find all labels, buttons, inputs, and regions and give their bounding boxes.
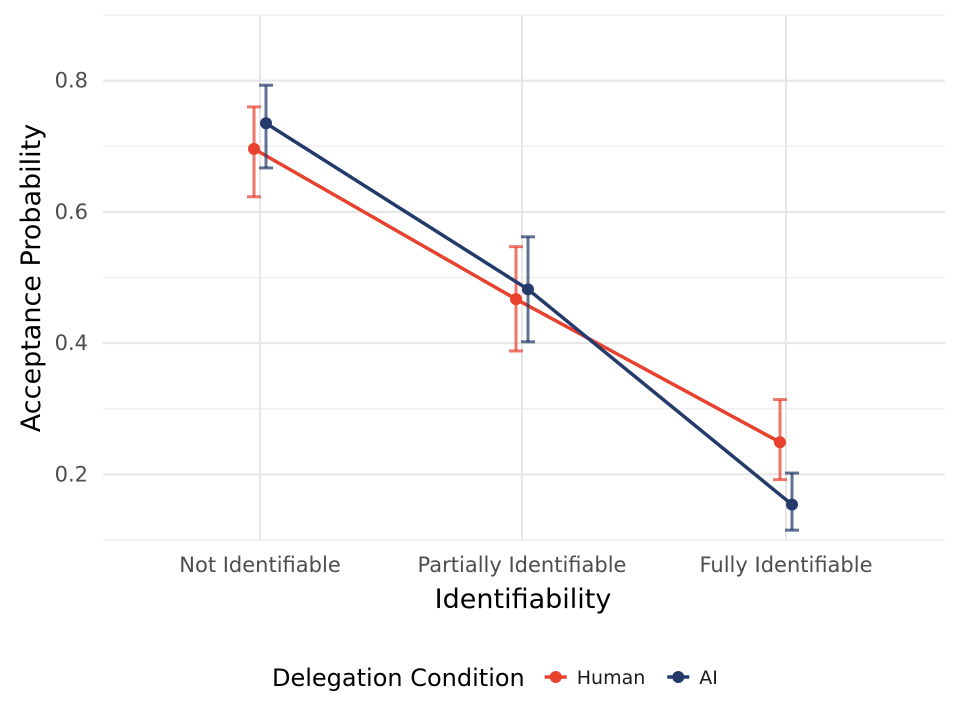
y-tick-label: 0.2 (55, 462, 88, 486)
legend-key-point (549, 671, 562, 683)
legend-items: Human AI (544, 667, 718, 689)
legend: Delegation Condition Human AI (272, 664, 718, 692)
y-tick-label: 0.4 (55, 331, 88, 355)
y-axis-ticks: 0.2 0.4 0.6 0.8 (55, 69, 88, 487)
series (247, 83, 799, 532)
x-axis-title: Identifiability (435, 584, 612, 615)
y-axis-title: Acceptance Probability (16, 124, 47, 432)
data-point (260, 117, 272, 130)
data-point (522, 283, 534, 296)
legend-item-human: Human (544, 667, 646, 689)
grid (103, 14, 945, 541)
data-point (510, 293, 522, 306)
x-tick-label: Fully Identifiable (699, 553, 872, 577)
x-tick-label: Not Identifiable (179, 553, 340, 577)
y-tick-label: 0.8 (55, 69, 88, 93)
data-point (774, 436, 786, 449)
legend-label: AI (699, 667, 718, 689)
y-tick-label: 0.6 (55, 200, 88, 224)
x-axis-ticks: Not Identifiable Partially Identifiable Fu… (179, 553, 872, 577)
series-ai (259, 83, 799, 532)
data-point (786, 498, 798, 511)
legend-item-ai: AI (667, 667, 718, 689)
legend-title: Delegation Condition (272, 664, 525, 692)
data-point (248, 142, 260, 155)
legend-label: Human (577, 667, 646, 689)
series-human (247, 105, 787, 482)
legend-key-point (672, 671, 685, 683)
x-tick-label: Partially Identifiable (418, 553, 627, 577)
